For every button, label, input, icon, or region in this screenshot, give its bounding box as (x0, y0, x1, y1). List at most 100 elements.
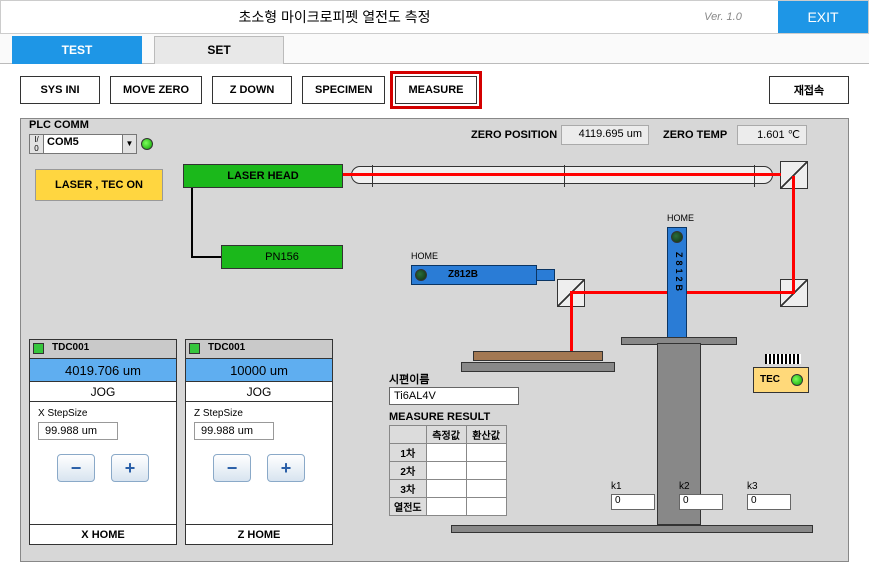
tdc-name: TDC001 (52, 342, 89, 353)
tdc-jog-label: JOG (186, 382, 332, 402)
z-down-button[interactable]: Z DOWN (212, 76, 292, 104)
tab-bar: TEST SET (0, 34, 869, 64)
z812b-led (415, 269, 427, 281)
select-prefix: I/0 (30, 135, 44, 153)
tdc-header: TDC001 (186, 340, 332, 358)
tab-set[interactable]: SET (154, 36, 284, 64)
tab-test[interactable]: TEST (12, 36, 142, 64)
x-home-button[interactable]: X HOME (30, 524, 176, 544)
plc-port-value: COM5 (44, 135, 122, 153)
table-cell (426, 498, 466, 516)
measure-button[interactable]: MEASURE (395, 76, 476, 104)
measure-result-table: 측정값 환산값 1차 2차 3차 열전도 (389, 425, 507, 516)
table-cell (466, 498, 506, 516)
z812b-extension (537, 269, 555, 281)
z-stepsize-value[interactable]: 99.988 um (194, 422, 274, 440)
tdc-header: TDC001 (30, 340, 176, 358)
tdc-status-icon (33, 343, 44, 354)
title-bar: 초소형 마이크로피펫 열전도 측정 Ver. 1.0 EXIT (0, 0, 869, 34)
reconnect-button[interactable]: 재접속 (769, 76, 849, 104)
k3-value[interactable]: 0 (747, 494, 791, 510)
zero-position-label: ZERO POSITION (471, 129, 557, 141)
tdc-status-icon (189, 343, 200, 354)
k1-value[interactable]: 0 (611, 494, 655, 510)
x-stepsize-value[interactable]: 99.988 um (38, 422, 118, 440)
z812b-label: Z812B (674, 252, 684, 294)
z-home-button[interactable]: Z HOME (186, 524, 332, 544)
tec-heatsink-icon (765, 354, 801, 364)
specimen-stage-base (461, 362, 615, 372)
wire-vertical (191, 188, 193, 258)
x-minus-button[interactable]: − (57, 454, 95, 482)
sys-ini-button[interactable]: SYS INI (20, 76, 100, 104)
k1-label: k1 (611, 481, 622, 492)
k2-value[interactable]: 0 (679, 494, 723, 510)
tec-led (791, 374, 803, 386)
specimen-name-label: 시편이름 (389, 371, 429, 387)
tec-label: TEC (760, 374, 780, 385)
table-cell (466, 480, 506, 498)
table-rowhdr: 열전도 (390, 498, 427, 516)
tdc-x-position: 4019.706 um (30, 358, 176, 382)
work-area: PLC COMM I/0 COM5 ▼ ZERO POSITION 4119.6… (20, 118, 849, 562)
specimen-stage-top (473, 351, 603, 361)
pn156-block: PN156 (221, 245, 343, 269)
tdc-panel-x: TDC001 4019.706 um JOG X StepSize 99.988… (29, 339, 177, 545)
zero-position-value: 4119.695 um (561, 125, 649, 145)
exit-button[interactable]: EXIT (778, 1, 868, 33)
tec-box: TEC (753, 367, 809, 393)
table-header (390, 426, 427, 444)
home-label: HOME (411, 251, 438, 261)
z-minus-button[interactable]: − (213, 454, 251, 482)
plc-port-select[interactable]: I/0 COM5 ▼ (29, 134, 137, 154)
z-plus-button[interactable]: + (267, 454, 305, 482)
tube-mark (754, 165, 755, 187)
specimen-button[interactable]: SPECIMEN (302, 76, 385, 104)
home-label: HOME (667, 213, 694, 223)
tdc-name: TDC001 (208, 342, 245, 353)
z-stepsize-label: Z StepSize (194, 408, 324, 419)
laser-beam (570, 294, 573, 352)
laser-head-block: LASER HEAD (183, 164, 343, 188)
plc-comm-label: PLC COMM (29, 119, 89, 131)
x-stepsize-label: X StepSize (38, 408, 168, 419)
tdc-jog-label: JOG (30, 382, 176, 402)
table-rowhdr: 1차 (390, 444, 427, 462)
table-rowhdr: 2차 (390, 462, 427, 480)
x-plus-button[interactable]: + (111, 454, 149, 482)
table-cell (426, 480, 466, 498)
move-zero-button[interactable]: MOVE ZERO (110, 76, 202, 104)
tube-mark (372, 165, 373, 187)
table-header: 측정값 (426, 426, 466, 444)
zero-temp-label: ZERO TEMP (663, 129, 727, 141)
wire-horizontal (191, 256, 221, 258)
tdc-z-position: 10000 um (186, 358, 332, 382)
floor (451, 525, 813, 533)
k2-label: k2 (679, 481, 690, 492)
chevron-down-icon[interactable]: ▼ (122, 135, 136, 153)
table-cell (466, 444, 506, 462)
table-cell (426, 462, 466, 480)
z812b-label: Z812B (448, 269, 478, 280)
table-header: 환산값 (466, 426, 506, 444)
table-cell (466, 462, 506, 480)
toolbar: SYS INI MOVE ZERO Z DOWN SPECIMEN MEASUR… (0, 64, 869, 116)
laser-beam (792, 176, 795, 294)
specimen-name-input[interactable] (389, 387, 519, 405)
tube-mark (564, 165, 565, 187)
table-cell (426, 444, 466, 462)
z812b-led (671, 231, 683, 243)
measure-result-label: MEASURE RESULT (389, 411, 490, 423)
k3-label: k3 (747, 481, 758, 492)
page-title: 초소형 마이크로피펫 열전도 측정 (1, 7, 668, 27)
laser-tec-on-button[interactable]: LASER , TEC ON (35, 169, 163, 201)
tdc-panel-z: TDC001 10000 um JOG Z StepSize 99.988 um… (185, 339, 333, 545)
table-rowhdr: 3차 (390, 480, 427, 498)
zero-temp-value: 1.601 ℃ (737, 125, 807, 145)
k-values: k1 0 k2 0 k3 0 (611, 481, 791, 510)
z812b-vertical-block: Z812B (667, 227, 687, 343)
z812b-horizontal-block: Z812B (411, 265, 537, 285)
plc-status-led (141, 138, 153, 150)
laser-beam (343, 173, 781, 176)
version-label: Ver. 1.0 (668, 11, 778, 23)
